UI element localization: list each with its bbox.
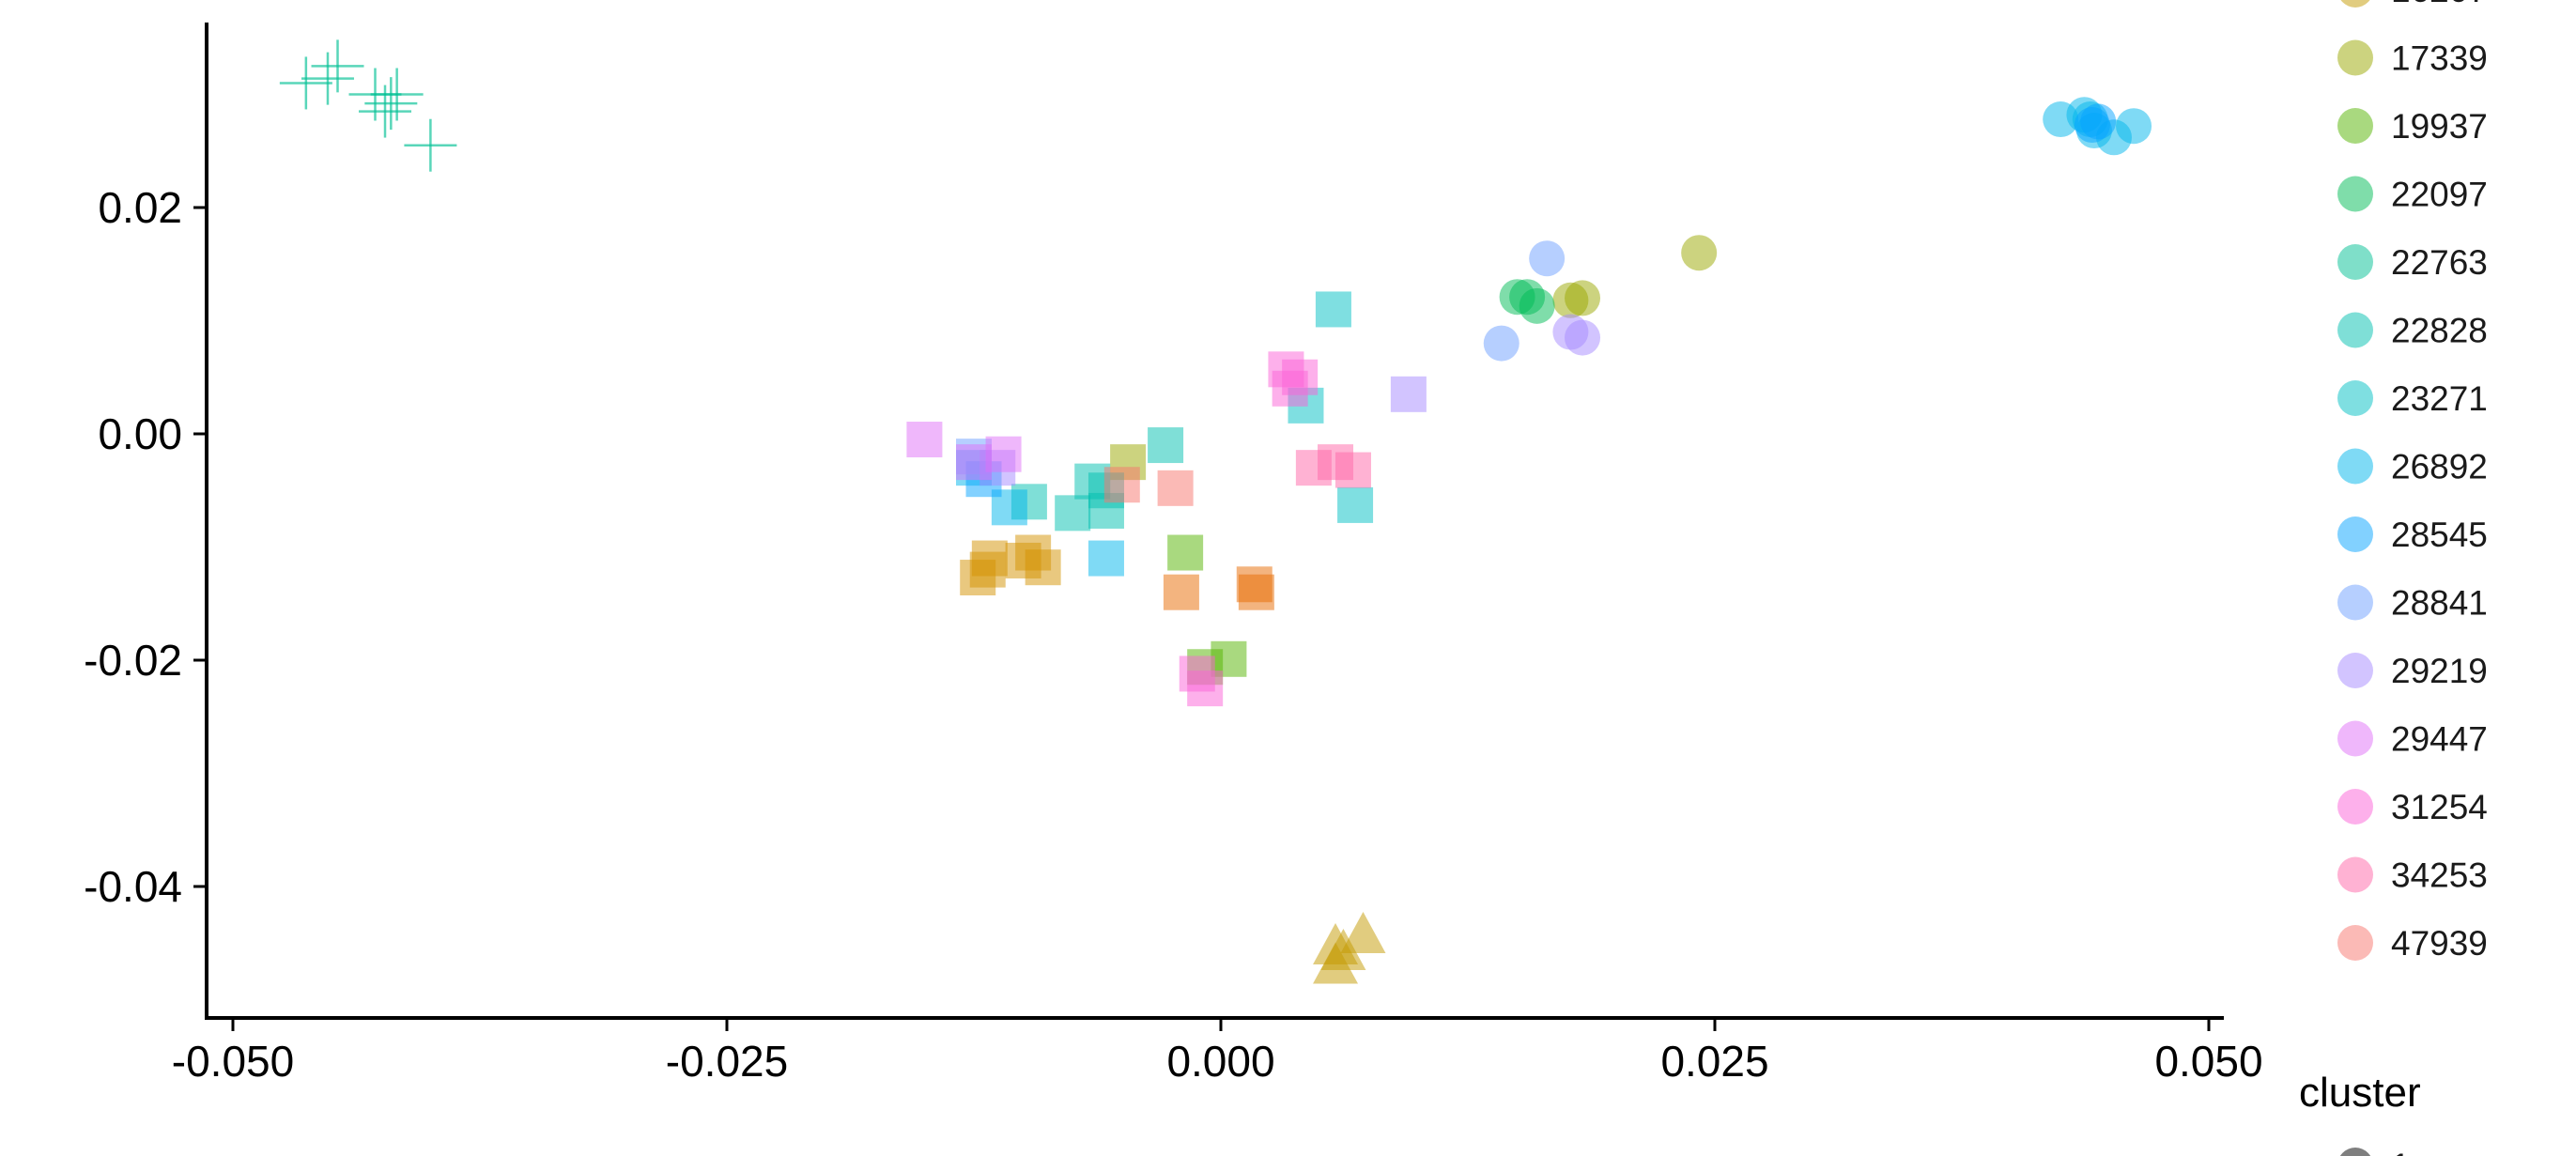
legend-key — [2340, 0, 2370, 8]
x-tick-label: 0.050 — [2154, 1037, 2262, 1086]
data-point — [1315, 291, 1351, 328]
legend-key — [2337, 720, 2373, 757]
x-ticks: -0.050 -0.025 0.000 0.025 0.050 — [172, 1018, 2263, 1086]
legend-item: 28841 — [2337, 584, 2488, 623]
data-point — [1337, 486, 1374, 523]
data-point — [969, 551, 1006, 588]
legend-key — [2337, 39, 2373, 76]
legend-label: 34253 — [2391, 856, 2488, 895]
legend-item: 16207 — [2340, 0, 2488, 9]
data-point — [956, 444, 992, 481]
legend-label: 47939 — [2391, 924, 2488, 963]
data-point — [1238, 574, 1274, 610]
x-tick-label: 0.025 — [1660, 1037, 1768, 1086]
data-point — [2080, 103, 2117, 140]
legend-label: 1 — [2391, 1147, 2411, 1156]
data-point — [1087, 540, 1124, 577]
legend-label: 22763 — [2391, 243, 2488, 282]
x-tick-label: 0.000 — [1166, 1037, 1274, 1086]
legend-label: 28841 — [2391, 584, 2488, 623]
legend-key — [2337, 108, 2373, 144]
legend-item: 31254 — [2337, 788, 2488, 826]
data-point — [1565, 319, 1601, 356]
data-point — [1565, 280, 1601, 316]
y-tick-label: -0.04 — [84, 862, 182, 911]
legend-item: 28545 — [2337, 516, 2488, 554]
data-point — [906, 422, 943, 458]
legend-label: 26892 — [2391, 448, 2488, 486]
data-point — [311, 39, 364, 93]
legend-item: 26892 — [2337, 448, 2488, 486]
y-tick-label: 0.00 — [98, 409, 182, 458]
legend-label: 23271 — [2391, 379, 2488, 418]
legend-key — [2337, 176, 2373, 212]
legend-item: 19937 — [2337, 107, 2488, 146]
x-tick-label: -0.050 — [172, 1037, 294, 1086]
legend-key — [2337, 516, 2373, 552]
legend-key — [2337, 653, 2373, 688]
y-tick-label: 0.02 — [98, 183, 182, 232]
data-point — [359, 85, 412, 138]
legend-label: 29447 — [2391, 720, 2488, 759]
legend-key — [2337, 244, 2373, 280]
data-point — [1334, 452, 1371, 488]
data-point — [1529, 240, 1566, 277]
y-tick-label: -0.02 — [84, 636, 182, 685]
data-point — [1340, 911, 1386, 953]
legend-label: 19937 — [2391, 107, 2488, 146]
legend-key — [2337, 789, 2373, 825]
legend-item: 22097 — [2337, 176, 2488, 214]
legend-key — [2337, 584, 2373, 621]
legend-key — [2337, 312, 2373, 348]
legend-key — [2337, 925, 2373, 961]
data-point — [1005, 542, 1041, 578]
legend-item: 22763 — [2337, 243, 2488, 282]
legend-label: 22828 — [2391, 312, 2488, 350]
legend-title: cluster — [2299, 1070, 2421, 1116]
data-point — [1681, 235, 1718, 271]
legend-item: 34253 — [2337, 856, 2488, 895]
data-point — [1390, 376, 1427, 412]
legend-item: 29219 — [2337, 652, 2488, 690]
legend: 16207 17339 19937 22097 22763 22828 23271 26892… — [2299, 0, 2488, 1156]
data-point — [1320, 929, 1366, 971]
legend-label: 17339 — [2391, 39, 2488, 78]
legend-label: 16207 — [2391, 0, 2488, 9]
data-point — [364, 77, 418, 131]
legend-key — [2337, 448, 2373, 485]
data-point — [1509, 279, 1546, 316]
data-point — [1167, 534, 1204, 571]
data-point — [301, 52, 354, 105]
points-layer — [279, 39, 2152, 984]
legend-item: 23271 — [2337, 379, 2488, 418]
data-point — [1483, 325, 1519, 362]
legend-label: 29219 — [2391, 652, 2488, 690]
data-point — [1179, 655, 1215, 692]
legend-item: 1 — [2339, 1147, 2411, 1156]
data-point — [1157, 470, 1194, 506]
data-point — [2116, 108, 2152, 145]
data-point — [1272, 370, 1308, 407]
legend-label: 28545 — [2391, 516, 2488, 554]
legend-item: 29447 — [2337, 720, 2488, 759]
data-point — [1163, 574, 1199, 610]
legend-key — [2337, 856, 2373, 893]
x-tick-label: -0.025 — [666, 1037, 788, 1086]
legend-item: 47939 — [2337, 924, 2488, 963]
legend-key — [2339, 1148, 2371, 1156]
legend-key — [2337, 380, 2373, 416]
legend-label: 22097 — [2391, 176, 2488, 214]
data-point — [1148, 427, 1184, 464]
data-point — [404, 118, 457, 172]
legend-item: 22828 — [2337, 312, 2488, 350]
data-point — [1103, 467, 1140, 503]
y-ticks: -0.04 -0.02 0.00 0.02 — [84, 183, 207, 911]
data-point — [279, 56, 332, 110]
legend-item: 17339 — [2337, 39, 2488, 78]
data-point — [1055, 495, 1091, 532]
legend-label: 31254 — [2391, 788, 2488, 826]
data-point — [370, 68, 424, 121]
